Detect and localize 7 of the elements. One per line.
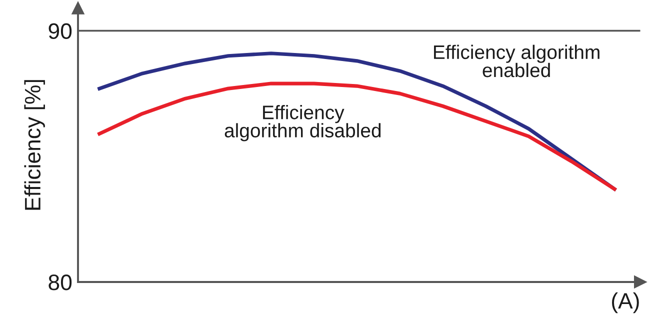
y-tick-label: 90 (48, 23, 72, 40)
series-label: Efficiency algorithm enabled (434, 44, 600, 78)
x-axis-title: (A) (612, 292, 639, 314)
line-series (98, 82, 616, 191)
y-tick-label: 80 (48, 274, 72, 290)
y-axis-title: Efficiency [%] (24, 80, 45, 210)
series-label: Efficiency algorithm disabled (224, 105, 381, 142)
